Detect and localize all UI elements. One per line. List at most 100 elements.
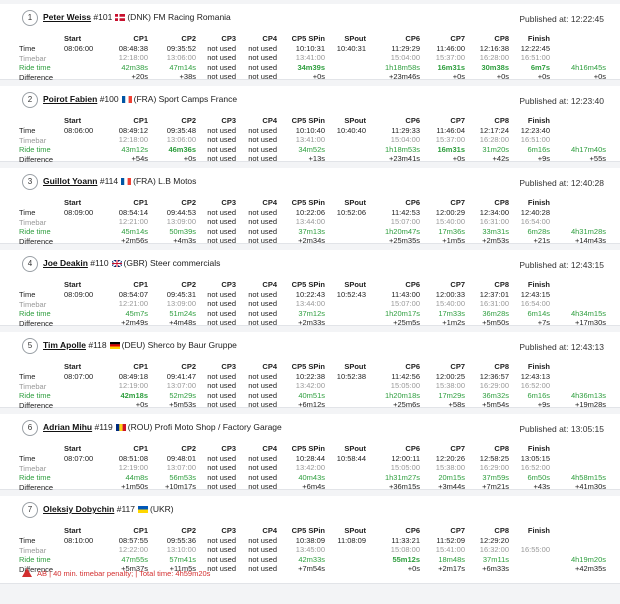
start-header: Start	[64, 198, 82, 207]
published-value: 12:23:40	[570, 96, 604, 106]
rider-name-link[interactable]: Poirot Fabien	[43, 94, 98, 104]
cell-d: +6m4s	[302, 482, 325, 491]
cell-t: not used	[207, 535, 236, 545]
cell-d: +58s	[448, 400, 465, 409]
checkpoint-header: CP2	[181, 362, 196, 371]
cell-d: not used	[207, 564, 236, 573]
cell-r: 50m39s	[169, 226, 196, 236]
cell-r: not used	[207, 308, 236, 318]
checkpoint-column: CP4 not used not used not used not used	[248, 526, 277, 574]
checkpoint-column: CP6 11:42:53 15:07:00 1h20m47s +25m35s	[385, 198, 420, 246]
cell-t: 12:16:38	[479, 43, 509, 53]
cell-d: +3m44s	[438, 482, 465, 491]
checkpoint-header: CP6	[405, 34, 420, 43]
total-spacer	[571, 44, 606, 54]
rider-name-link[interactable]: Tim Apolle	[43, 340, 86, 350]
checkpoint-header: CP4	[262, 116, 277, 125]
cell-d	[337, 482, 366, 492]
cell-t: 11:29:33	[391, 125, 420, 135]
cell-t: 10:38:09	[295, 535, 325, 545]
cell-t: 09:55:36	[166, 535, 196, 545]
cell-d: not used	[248, 482, 277, 491]
checkpoint-header: CP3	[221, 34, 236, 43]
cell-b: not used	[207, 299, 236, 308]
checkpoint-header: CP8	[494, 362, 509, 371]
label-time: Time	[19, 208, 36, 217]
row-labels: Time Timebar Ride time Difference	[19, 126, 59, 164]
start-time: 08:06:00	[64, 125, 94, 135]
total-spacer	[571, 208, 606, 218]
cell-b: 13:07:00	[166, 463, 196, 472]
cell-b: 13:44:00	[295, 299, 325, 308]
total-spacer	[571, 34, 606, 44]
published-label: Published at:	[519, 178, 571, 188]
cell-b: 15:05:00	[390, 463, 420, 472]
cell-t: 12:37:01	[479, 289, 509, 299]
cell-r: 6m14s	[527, 308, 550, 318]
cell-r: 1h18m53s	[384, 144, 420, 154]
checkpoint-header: CP6	[405, 526, 420, 535]
published-time: Published at: 12:22:45	[519, 14, 604, 24]
cell-t: 12:22:45	[520, 43, 550, 53]
total-spacer	[571, 217, 606, 227]
rider-name-link[interactable]: Guillot Yoann	[43, 176, 98, 186]
cell-r: 6m50s	[527, 472, 550, 482]
checkpoint-header: CP8	[494, 526, 509, 535]
published-time: Published at: 12:23:40	[519, 96, 604, 106]
cell-t: not used	[248, 43, 277, 53]
cell-d: +9s	[537, 400, 550, 409]
cell-r: 16m31s	[437, 62, 465, 72]
cell-b: not used	[248, 217, 277, 226]
label-ride: Ride time	[19, 473, 51, 482]
rider-name-link[interactable]: Peter Weiss	[43, 12, 92, 22]
checkpoint-header: CP1	[133, 526, 148, 535]
cell-r: 34m52s	[298, 144, 325, 154]
cell-t: 09:35:52	[166, 43, 196, 53]
start-header: Start	[64, 444, 82, 453]
total-spacer	[571, 454, 606, 464]
cell-r: 37m12s	[298, 308, 325, 318]
cell-d: +0s	[135, 400, 148, 409]
cell-b: 15:37:00	[435, 53, 465, 62]
rider-name-link[interactable]: Joe Deakin	[43, 258, 88, 268]
checkpoint-column: CP5 SPin 10:22:43 13:44:00 37m12s +2m33s	[292, 280, 325, 328]
checkpoint-column: CP1 08:57:55 12:22:00 47m55s +5m37s	[119, 526, 148, 574]
cell-b: 16:52:00	[520, 381, 550, 390]
total-difference: +14m43s	[574, 236, 606, 245]
position-badge: 6	[22, 420, 38, 436]
cell-b: 15:04:00	[390, 53, 420, 62]
rider-header: 3 Guillot Yoann #114 (FRA) L.B Motos Publis…	[22, 172, 614, 190]
rider-number: #101	[93, 12, 113, 22]
label-timebar: Timebar	[19, 463, 47, 473]
cell-t: 11:33:21	[391, 535, 420, 545]
start-time: 08:10:00	[64, 535, 94, 545]
checkpoint-header: CP7	[450, 526, 465, 535]
checkpoint-header: CP4	[262, 444, 277, 453]
rider-name-link[interactable]: Oleksiy Dobychin	[43, 504, 115, 514]
cell-t: 11:08:09	[337, 535, 366, 545]
cell-b	[337, 381, 366, 391]
gb-flag-icon	[111, 259, 122, 268]
start-column: Start 08:10:00	[64, 526, 93, 545]
rider-name-link[interactable]: Adrian Mihu	[43, 422, 93, 432]
checkpoint-column: CP4 not used not used not used not used	[248, 34, 277, 82]
total-spacer	[571, 53, 606, 63]
checkpoint-column: Finish 13:05:15 16:52:00 6m50s +43s	[521, 444, 550, 492]
checkpoint-header: CP7	[450, 362, 465, 371]
total-difference: +0s	[593, 72, 606, 81]
rider-country-team: (DNK) FM Racing Romania	[127, 12, 231, 22]
cell-d: +36m15s	[388, 482, 420, 491]
checkpoint-header: CP1	[133, 362, 148, 371]
checkpoint-header: Finish	[527, 198, 550, 207]
cell-r: 45m7s	[125, 308, 148, 318]
cell-b: 15:07:00	[390, 217, 420, 226]
checkpoint-column: CP5 SPin 10:38:09 13:45:00 42m33s +7m54s	[292, 526, 325, 574]
total-difference: +41m30s	[574, 482, 606, 491]
checkpoint-column: CP7 12:20:26 15:38:00 20m15s +3m44s	[436, 444, 465, 492]
cell-d: +25m6s	[393, 400, 420, 409]
position-badge: 3	[22, 174, 38, 190]
cell-d: +43s	[533, 482, 550, 491]
position-badge: 5	[22, 338, 38, 354]
rider-card: 2 Poirot Fabien #100 (FRA) Sport Camps Fra…	[0, 86, 620, 164]
checkpoint-header: CP2	[181, 444, 196, 453]
